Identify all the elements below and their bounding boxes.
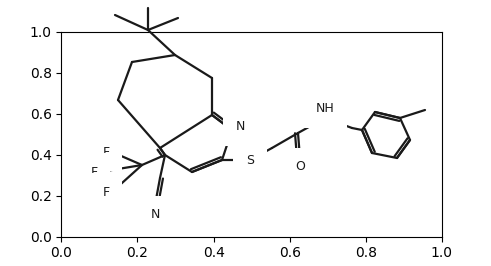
Text: N: N xyxy=(150,208,160,221)
Text: S: S xyxy=(246,153,254,167)
Text: F: F xyxy=(103,185,110,198)
Text: F: F xyxy=(103,146,110,159)
Text: NH: NH xyxy=(316,102,334,115)
Text: N: N xyxy=(236,120,246,134)
Text: O: O xyxy=(295,160,305,173)
Text: F: F xyxy=(91,165,98,178)
